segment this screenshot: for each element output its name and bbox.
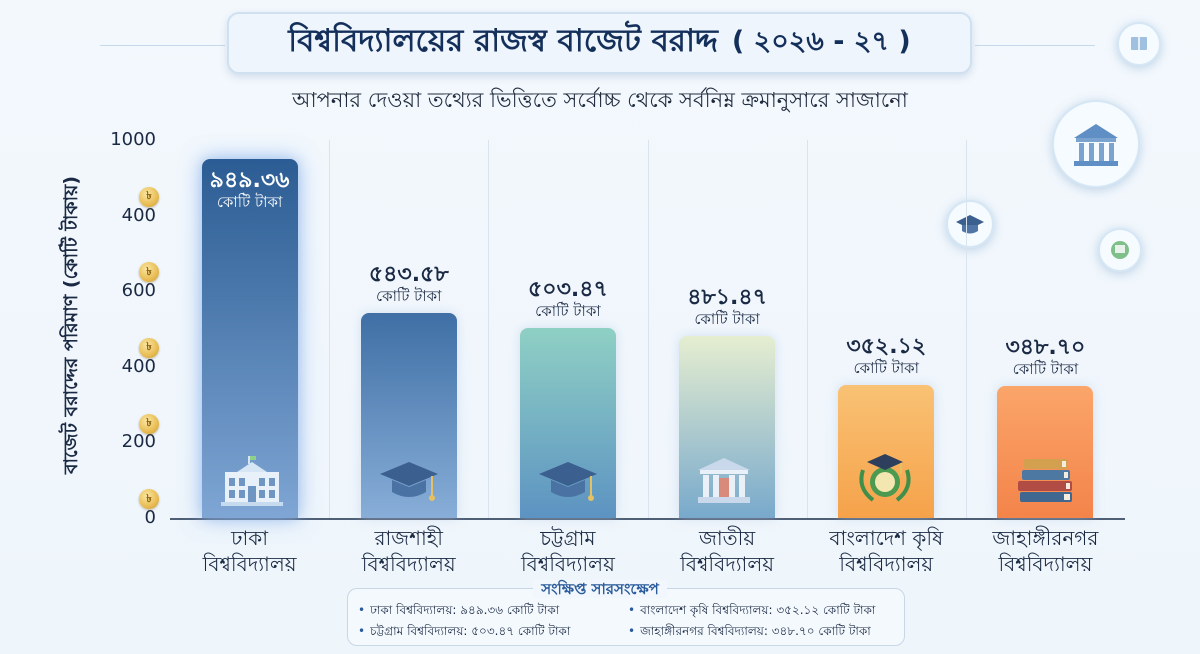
x-tick-label-line: বিশ্ববিদ্যালয়: [361, 552, 456, 576]
graduation-cap-icon: [535, 458, 601, 510]
books-icon: [1012, 454, 1078, 510]
coin-icon: ৳: [139, 262, 159, 283]
chart-subtitle: আপনার দেওয়া তথ্যের ভিত্তিতে সর্বোচ্চ থে…: [292, 88, 908, 112]
x-tick-label-line: বিশ্ববিদ্যালয়: [998, 552, 1093, 576]
data-label-unit: কোটি টাকা: [853, 358, 920, 377]
decor-cap-icon: [946, 200, 994, 248]
x-tick-label-line: রাজশাহী: [374, 526, 444, 550]
y-axis-label: বাজেট বরাদ্দের পরিমাণ (কোটি টাকায়): [60, 175, 83, 475]
summary-item: • জাহাঙ্গীরনগর বিশ্ববিদ্যালয়: ৩৪৮.৭০ কোট…: [628, 624, 871, 638]
y-tick-label: 600: [121, 280, 156, 302]
y-tick-label: 0: [144, 507, 156, 528]
decor-line-right: [975, 45, 1095, 46]
agri-emblem-icon: [853, 450, 917, 510]
decor-line-left: [100, 45, 225, 46]
coin-icon: ৳: [139, 186, 159, 207]
x-tick-label-line: বিশ্ববিদ্যালয়: [202, 552, 297, 576]
y-axis-label-wrap: বাজেট বরাদ্দের পরিমাণ (কোটি টাকায়): [58, 130, 88, 520]
title-box: বিশ্ববিদ্যালয়ের রাজস্ব বাজেট বরাদ্দ ( ২…: [227, 12, 972, 74]
y-tick-label: 200: [121, 431, 156, 453]
building-icon: [217, 454, 287, 510]
summary-title: সংক্ষিপ্ত সারসংক্ষেপ: [0, 578, 1200, 603]
x-tick-label-line: জাতীয়: [698, 526, 756, 550]
y-tick-label: 400: [121, 204, 156, 226]
data-label-unit: কোটি টাকা: [694, 310, 760, 328]
data-label-value: ৫৪৩.৫৮: [368, 261, 449, 287]
x-tick-label: ঢাকা বিশ্ববিদ্যালয়: [175, 525, 325, 577]
x-tick-label-line: বিশ্ববিদ্যালয়: [839, 552, 934, 576]
y-tick-label: 400: [121, 355, 156, 377]
data-label: ৫০৩.৪৭ কোটি টাকা: [493, 276, 643, 320]
coin-icon: ৳: [139, 489, 159, 510]
data-label-unit: কোটি টাকা: [535, 301, 601, 320]
x-tick-label-line: ঢাকা: [231, 526, 269, 550]
coin-icon: ৳: [139, 413, 159, 434]
x-tick-label: বাংলাদেশ কৃষি বিশ্ববিদ্যালয়: [811, 525, 961, 577]
x-tick-label-line: বাংলাদেশ কৃষি: [829, 526, 944, 550]
data-label-unit: কোটি টাকা: [375, 286, 442, 305]
data-label: ৪৮১.৪৭ কোটি টাকা: [652, 285, 802, 329]
x-tick-label-line: বিশ্ববিদ্যালয়: [680, 552, 775, 576]
grid-line: [488, 140, 490, 518]
x-tick-label: চট্টগ্রাম বিশ্ববিদ্যালয়: [493, 525, 643, 577]
data-label-unit: কোটি টাকা: [1012, 360, 1079, 379]
decor-emblem-icon: [1098, 228, 1142, 272]
museum-icon: [694, 454, 754, 510]
plot-area: ৯৪৯.৩৬ কোটি টাকা ৫৪৩.৫৮ কোটি টাকা ৫০৩.৪৭ কোটি…: [170, 140, 1125, 520]
data-label: ৩৫২.১২ কোটি টাকা: [811, 333, 961, 377]
summary-item: • চট্টগ্রাম বিশ্ববিদ্যালয়: ৫০৩.৪৭ কোটি ট…: [358, 624, 571, 638]
data-label-value: ৫০৩.৪৭: [527, 276, 608, 302]
graduation-cap-icon: [376, 458, 442, 510]
coin-icon: ৳: [139, 337, 159, 358]
data-label: ৯৪৯.৩৬ কোটি টাকা: [175, 168, 325, 212]
data-label-unit: কোটি টাকা: [216, 193, 283, 212]
data-label: ৩৪৮.৭০ কোটি টাকা: [970, 335, 1120, 379]
x-tick-label-line: চট্টগ্রাম: [540, 526, 596, 550]
summary-item: • ঢাকা বিশ্ববিদ্যালয়: ৯৪৯.৩৬ কোটি টাকা: [358, 603, 560, 617]
chart-title-year: ( ২০২৬ - ২৭ ): [731, 25, 911, 57]
x-tick-label: রাজশাহী বিশ্ববিদ্যালয়: [334, 525, 484, 577]
bar: [519, 327, 616, 518]
decor-university-icon: [1052, 100, 1140, 188]
data-label-value: ৯৪৯.৩৬: [209, 168, 290, 194]
grid-line: [965, 140, 967, 518]
data-label: ৫৪৩.৫৮ কোটি টাকা: [334, 261, 484, 305]
chart-title: বিশ্ববিদ্যালয়ের রাজস্ব বাজেট বরাদ্দ: [288, 23, 718, 59]
grid-line: [806, 140, 808, 518]
x-tick-label: জাতীয় বিশ্ববিদ্যালয়: [652, 525, 802, 577]
summary-item: • বাংলাদেশ কৃষি বিশ্ববিদ্যালয়: ৩৫২.১২ কো…: [628, 603, 876, 617]
data-label-value: ৪৮১.৪৭: [687, 285, 767, 310]
grid-line: [647, 140, 649, 518]
x-tick-label-line: জাহাঙ্গীরনগর: [992, 526, 1099, 550]
x-tick-label: জাহাঙ্গীরনগর বিশ্ববিদ্যালয়: [970, 525, 1120, 577]
data-label-value: ৩৪৮.৭০: [1005, 335, 1086, 361]
data-label-value: ৩৫২.১২: [846, 333, 927, 359]
grid-line: [329, 140, 331, 518]
decor-book-icon: [1117, 22, 1161, 66]
y-tick-label: 1000: [110, 129, 156, 150]
x-tick-label-line: বিশ্ববিদ্যালয়: [520, 552, 615, 576]
